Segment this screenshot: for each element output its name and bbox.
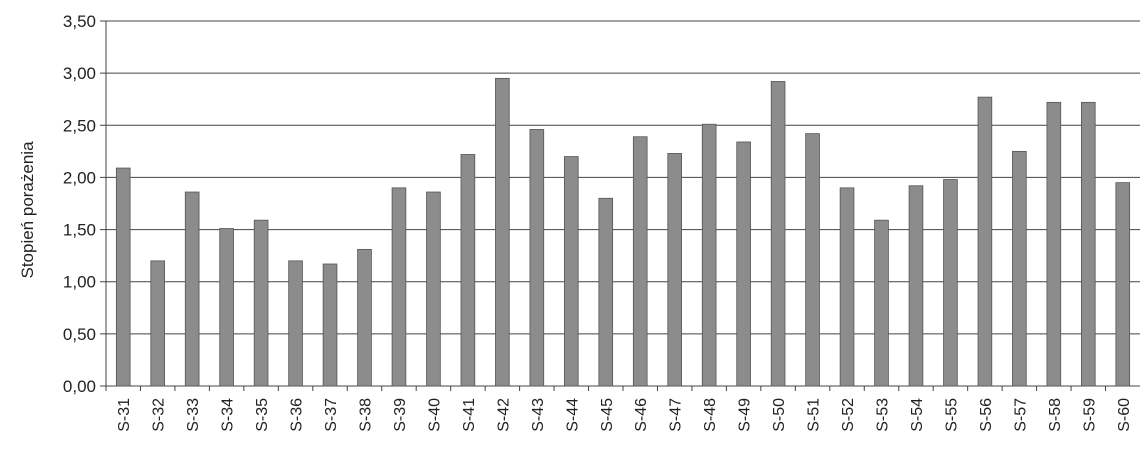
x-tick-label: S-56 bbox=[978, 398, 995, 432]
bar-s-47 bbox=[667, 153, 682, 387]
y-tick-label: 1,50 bbox=[63, 221, 96, 240]
bar-s-52 bbox=[839, 187, 855, 387]
x-tick-label: S-48 bbox=[702, 398, 719, 432]
x-tick-label: S-44 bbox=[564, 398, 581, 432]
x-tick-label: S-50 bbox=[771, 398, 788, 432]
bar-s-32 bbox=[150, 260, 165, 387]
x-tick-label: S-59 bbox=[1081, 398, 1098, 432]
x-tick-label: S-38 bbox=[358, 398, 375, 432]
x-tick-label: S-46 bbox=[633, 398, 650, 432]
bar-s-44 bbox=[564, 156, 579, 387]
bar-s-42 bbox=[495, 77, 510, 387]
x-tick-label: S-43 bbox=[530, 398, 547, 432]
y-tick-label: 2,00 bbox=[63, 168, 96, 187]
bar-s-58 bbox=[1046, 101, 1062, 387]
x-tick-label: S-60 bbox=[1116, 398, 1133, 432]
bar-s-37 bbox=[322, 263, 338, 387]
bar-s-53 bbox=[874, 219, 889, 387]
x-tick-label: S-37 bbox=[323, 398, 340, 432]
bar-s-35 bbox=[253, 219, 269, 387]
bar-s-60 bbox=[1115, 182, 1131, 387]
y-tick-label: 1,00 bbox=[63, 273, 96, 292]
bar-s-54 bbox=[908, 185, 924, 387]
bar-s-59 bbox=[1081, 101, 1096, 387]
x-tick-label: S-34 bbox=[220, 398, 237, 432]
x-tick-label: S-47 bbox=[668, 398, 685, 432]
x-tick-label: S-35 bbox=[254, 398, 271, 432]
bar-s-33 bbox=[184, 191, 200, 387]
x-axis-ticks: S-31 S-32 S-33 S-34 S-35 S-36 S-37 S-38 S-39 S-40… bbox=[116, 398, 1133, 432]
bar-s-49 bbox=[736, 141, 751, 387]
y-tick-label: 0,50 bbox=[63, 325, 96, 344]
bar-s-56 bbox=[977, 96, 993, 387]
x-tick-label: S-53 bbox=[875, 398, 892, 432]
y-axis-title: Stopień porażenia bbox=[18, 141, 37, 279]
x-tick-label: S-49 bbox=[737, 398, 754, 432]
bar-s-50 bbox=[770, 81, 786, 387]
x-tick-label: S-39 bbox=[392, 398, 409, 432]
bar-s-48 bbox=[701, 123, 717, 387]
bar-s-43 bbox=[529, 129, 545, 387]
x-tick-label: S-58 bbox=[1047, 398, 1064, 432]
x-tick-label: S-40 bbox=[426, 398, 443, 432]
x-tick-label: S-36 bbox=[289, 398, 306, 432]
bar-s-39 bbox=[391, 187, 407, 387]
x-tick-label: S-54 bbox=[909, 398, 926, 432]
bar-s-31 bbox=[115, 167, 131, 387]
x-tick-label: S-51 bbox=[806, 398, 823, 432]
bar-s-46 bbox=[632, 136, 648, 387]
x-tick-label: S-57 bbox=[1012, 398, 1029, 432]
bars bbox=[115, 77, 1131, 387]
y-tick-label: 3,00 bbox=[63, 64, 96, 83]
y-axis-ticks: 0,00 0,50 1,00 1,50 2,00 2,50 3,00 3,50 bbox=[63, 12, 96, 396]
x-tick-label: S-33 bbox=[185, 398, 202, 432]
bar-s-45 bbox=[598, 197, 614, 387]
bar-s-40 bbox=[426, 191, 441, 387]
bar-s-51 bbox=[805, 133, 820, 387]
bar-s-41 bbox=[460, 154, 476, 387]
x-tick-label: S-45 bbox=[599, 398, 616, 432]
y-tick-label: 0,00 bbox=[63, 377, 96, 396]
x-tick-label: S-31 bbox=[116, 398, 133, 432]
x-tick-label: S-41 bbox=[461, 398, 478, 432]
x-tick-label: S-42 bbox=[495, 398, 512, 432]
y-tick-label: 2,50 bbox=[63, 116, 96, 135]
bar-s-34 bbox=[219, 228, 234, 387]
bar-s-36 bbox=[288, 260, 303, 387]
y-tick-label: 3,50 bbox=[63, 12, 96, 31]
x-tick-label: S-52 bbox=[840, 398, 857, 432]
bar-s-38 bbox=[357, 248, 372, 387]
x-tick-label: S-55 bbox=[943, 398, 960, 432]
bar-s-57 bbox=[1012, 150, 1027, 387]
gridlines bbox=[100, 20, 1140, 391]
bar-s-55 bbox=[943, 179, 958, 387]
x-tick-label: S-32 bbox=[151, 398, 168, 432]
